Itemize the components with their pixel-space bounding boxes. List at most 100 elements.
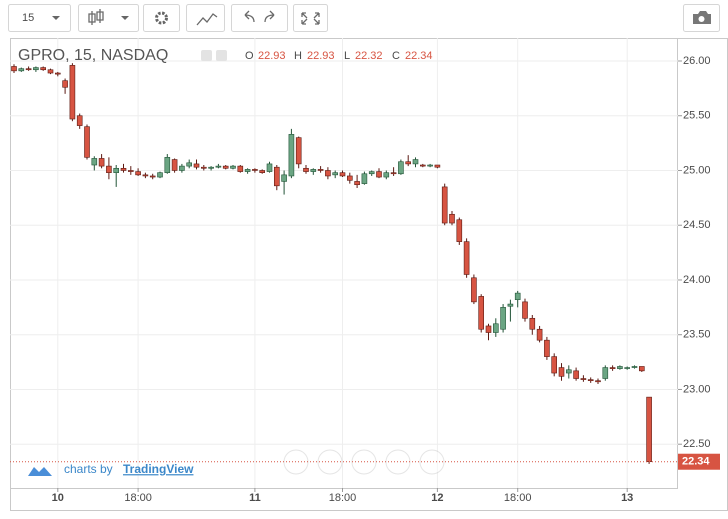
candle-body	[624, 367, 631, 369]
candle-body	[514, 292, 521, 300]
brand-prefix: charts by	[64, 462, 113, 476]
candle-body	[33, 67, 39, 71]
x-tick-label: 18:00	[504, 492, 532, 504]
symbol: GPRO, 15, NASDAQ	[18, 47, 168, 64]
candle-body	[638, 366, 645, 372]
candle-body	[69, 65, 76, 120]
candle-body	[303, 167, 309, 172]
close-label: C	[392, 50, 400, 62]
candle-body	[587, 379, 594, 382]
candle-body	[179, 165, 185, 171]
candle-body	[84, 126, 90, 158]
x-tick-label: 13	[621, 492, 633, 504]
interval-button[interactable]	[8, 4, 71, 32]
candle-body	[18, 68, 25, 72]
candle-body	[609, 367, 616, 369]
candle-body	[164, 157, 171, 173]
candle-icon	[88, 9, 104, 25]
y-tick-label: 23.50	[683, 329, 711, 341]
candle-body	[507, 303, 514, 307]
scroll-right[interactable]	[419, 449, 445, 475]
settings-button[interactable]	[143, 4, 180, 32]
candle-body	[62, 80, 68, 88]
candle-body	[544, 339, 550, 357]
indicators-button[interactable]	[186, 4, 225, 32]
plot-area	[10, 38, 678, 488]
close-icon[interactable]	[216, 50, 227, 61]
candle-body	[339, 172, 346, 177]
candle-body	[427, 164, 433, 167]
candle-body	[405, 161, 412, 165]
candle-body	[208, 166, 214, 169]
candle-body	[354, 181, 360, 186]
candle-body	[157, 172, 163, 178]
candle-body	[390, 172, 397, 175]
dropdown-arrow	[52, 16, 60, 20]
candle-body	[551, 356, 558, 374]
candle-body	[492, 323, 499, 333]
candle-body	[617, 366, 623, 369]
candle-body	[201, 166, 207, 169]
candle-body	[471, 277, 477, 303]
candle-body	[456, 219, 463, 242]
candle-body	[558, 367, 565, 377]
x-tick-label: 12	[431, 492, 443, 504]
candle-body	[40, 67, 47, 71]
brand-link[interactable]: TradingView	[123, 462, 194, 476]
candle-body	[522, 301, 528, 319]
candle-body	[273, 166, 280, 187]
candle-body	[595, 380, 601, 383]
candle-body	[193, 163, 200, 168]
candle-body	[536, 328, 543, 341]
x-tick-label: 10	[52, 492, 64, 504]
candle-body	[361, 173, 368, 184]
y-tick-label: 24.50	[683, 219, 711, 231]
x-tick-label: 18:00	[329, 492, 357, 504]
fullscreen-icon	[301, 12, 320, 25]
candle-body	[106, 165, 112, 173]
candle-body	[186, 162, 192, 167]
candle-body	[441, 186, 448, 224]
candle-body	[500, 307, 506, 330]
candle-body	[485, 325, 492, 333]
candle-body	[602, 367, 609, 379]
chart-style-button[interactable]	[78, 4, 139, 32]
candle-body	[565, 369, 572, 374]
candle-body	[237, 165, 244, 172]
candle-body	[47, 69, 54, 74]
undo-redo-button[interactable]	[231, 4, 288, 32]
candle-body	[266, 163, 273, 172]
low-value: 22.32	[355, 50, 383, 62]
toolbar: 15	[8, 4, 720, 32]
last-price-box	[678, 453, 720, 470]
candle-body	[332, 172, 339, 176]
candle-body	[463, 241, 470, 275]
y-tick-label: 23.00	[683, 383, 711, 395]
candle-body	[171, 159, 178, 171]
low-label: L	[344, 50, 350, 62]
candle-body	[215, 165, 222, 168]
candle-body	[113, 167, 119, 173]
interval-text: 15	[22, 12, 34, 24]
y-tick-label: 22.50	[683, 438, 711, 450]
eye-icon[interactable]	[201, 50, 212, 61]
candle-body	[244, 169, 251, 172]
candle-body	[529, 317, 536, 330]
zoom-out[interactable]	[317, 449, 343, 475]
candle-body	[98, 158, 105, 167]
candle-body	[310, 169, 317, 172]
candle-body	[295, 137, 302, 165]
candle-body	[135, 171, 141, 176]
gear-icon	[155, 11, 168, 25]
candle-body	[259, 170, 266, 173]
y-tick-label: 24.00	[683, 274, 711, 286]
candle-body	[25, 68, 32, 71]
camera-lens	[698, 16, 705, 22]
fullscreen-button[interactable]	[293, 4, 328, 32]
candle-body	[434, 164, 441, 168]
last-price-label: 22.34	[682, 456, 710, 468]
candle-body	[573, 370, 579, 379]
candle-body	[120, 167, 127, 171]
